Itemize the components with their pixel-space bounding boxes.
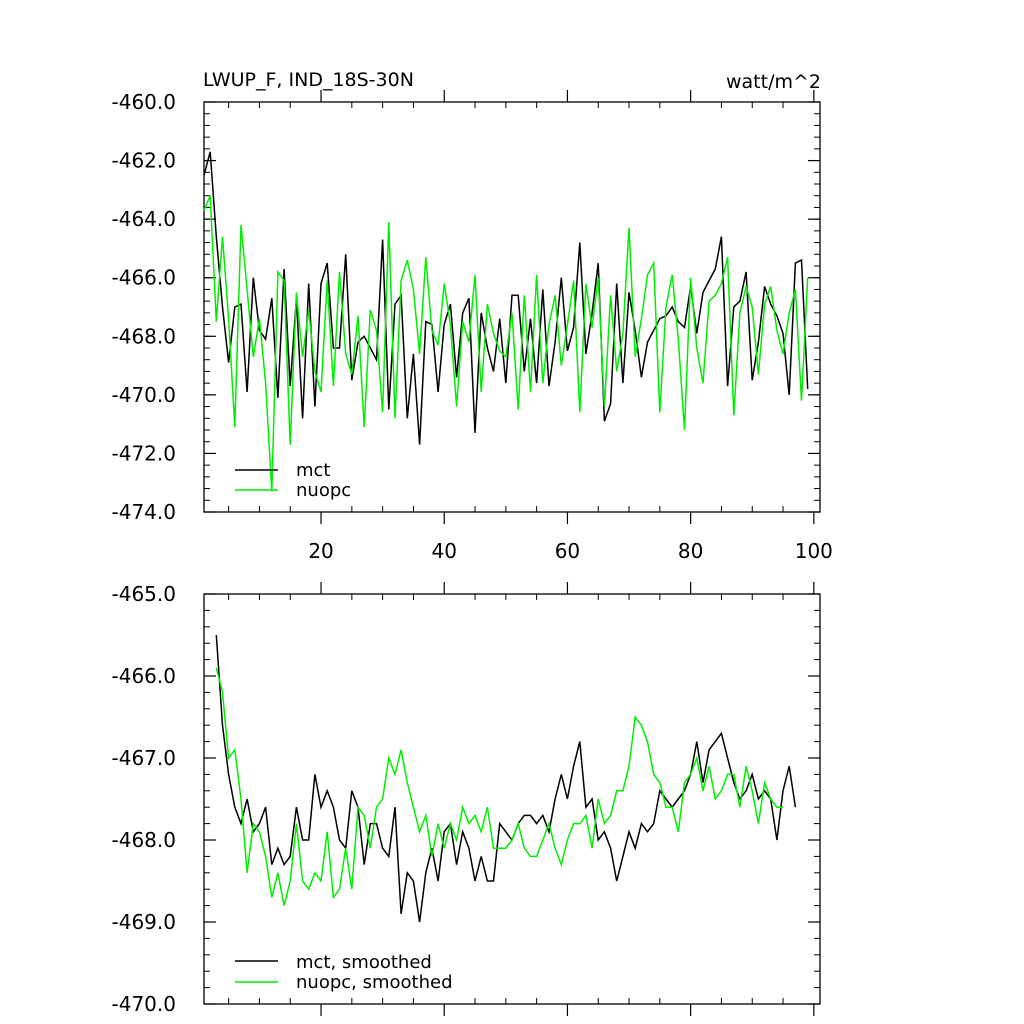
legend: mct, smoothed nuopc, smoothed [235,952,453,993]
plot-frame [203,101,821,513]
y-tick-label: -460.0 [112,90,176,114]
units-label: watt/m^2 [726,71,821,93]
x-tick-label: 40 [432,539,457,563]
y-tick-label: -466.0 [112,266,176,290]
series-lines [203,151,809,492]
axis-ticks [204,582,820,1016]
x-tick-label: 60 [555,539,580,563]
y-tick-label: -462.0 [112,149,176,173]
chart-title: LWUP_F, IND_18S-30N [203,69,414,91]
series-line-mct-smoothed [215,634,797,923]
y-tick-label: -465.0 [112,582,176,606]
y-tick-label: -466.0 [112,664,176,688]
legend-label-nuopc-smoothed: nuopc, smoothed [296,972,453,993]
y-tick-label: -470.0 [112,992,176,1016]
y-tick-label: -468.0 [112,324,176,348]
legend-label-mct-smoothed: mct, smoothed [296,952,432,973]
bottom-panel: -465.0 -466.0 -467.0 -468.0 -469.0 -470.0 mct… [112,582,821,1016]
y-tick-label: -467.0 [112,746,176,770]
top-panel: LWUP_F, IND_18S-30N watt/m^2 -460.0 -462.… [112,69,833,563]
legend: mct nuopc [235,460,351,501]
y-tick-label: -472.0 [112,441,176,465]
y-tick-label: -468.0 [112,828,176,852]
x-tick-label: 20 [308,539,333,563]
y-tick-label: -469.0 [112,910,176,934]
y-tick-labels: -465.0 -466.0 -467.0 -468.0 -469.0 -470.0 [112,582,176,1016]
y-tick-label: -464.0 [112,207,176,231]
axis-ticks [204,90,820,524]
legend-label-mct: mct [296,460,331,481]
series-line-mct [203,151,809,445]
series-line-nuopc [203,195,809,492]
y-tick-label: -474.0 [112,500,176,524]
series-lines [215,634,797,923]
plot-frame [203,593,821,1005]
y-tick-labels: -460.0 -462.0 -464.0 -466.0 -468.0 -470.0 -472… [112,90,176,524]
legend-label-nuopc: nuopc [296,480,351,501]
x-tick-label: 100 [795,539,833,563]
series-line-nuopc-smoothed [215,667,783,906]
x-tick-labels: 20 40 60 80 100 [308,539,833,563]
y-tick-label: -470.0 [112,383,176,407]
x-tick-label: 80 [678,539,703,563]
